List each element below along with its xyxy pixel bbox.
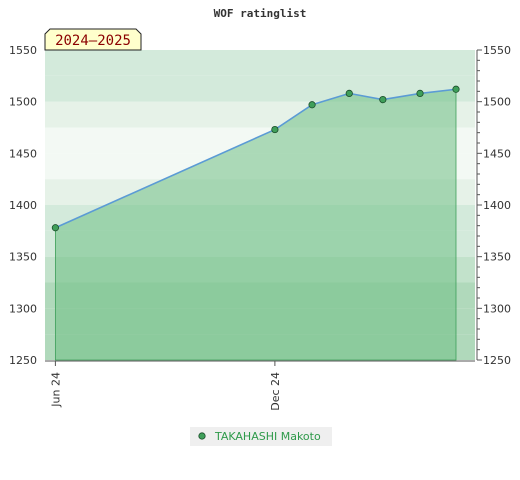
x-axis: Jun 24 Dec 24 [45,360,475,411]
data-point [308,101,316,109]
y-tick-label-left: 1550 [9,44,37,57]
chart-title: WOF ratinglist [214,7,307,20]
y-tick-label-left: 1400 [9,199,37,212]
y-tick-label-left: 1500 [9,96,37,109]
y-tick-label-right: 1450 [483,147,511,160]
y-tick-label-right: 1550 [483,44,511,57]
y-tick-label-right: 1300 [483,302,511,315]
background-band [45,50,475,76]
y-tick-label-left: 1450 [9,147,37,160]
y-tick-label-right: 1350 [483,251,511,264]
legend-marker [198,432,206,440]
season-badge: 2024–2025 [44,28,142,51]
y-axis-right: 1250 1300 1350 1400 1450 1500 1550 [476,44,511,367]
y-tick-label-right: 1500 [483,96,511,109]
data-point [416,89,424,98]
x-tick-label: Dec 24 [269,372,282,411]
data-point [51,224,59,232]
y-axis-left: 1250 1300 1350 1400 1450 1500 1550 [9,44,37,367]
data-points [51,85,460,232]
legend: TAKAHASHI Makoto [190,427,332,446]
y-tick-label-right: 1250 [483,354,511,367]
y-tick-label-right: 1400 [483,199,511,212]
x-tick-label: Jun 24 [49,372,62,408]
data-point [452,85,460,93]
legend-series-label: TAKAHASHI Makoto [214,430,321,443]
data-point [271,125,279,134]
y-tick-label-left: 1350 [9,251,37,264]
season-badge-label: 2024–2025 [55,33,131,49]
legend-box [190,427,332,446]
data-point [345,89,353,98]
data-point [379,96,387,104]
season-badge-box [44,28,142,51]
y-tick-label-left: 1300 [9,302,37,315]
y-tick-label-left: 1250 [9,354,37,367]
